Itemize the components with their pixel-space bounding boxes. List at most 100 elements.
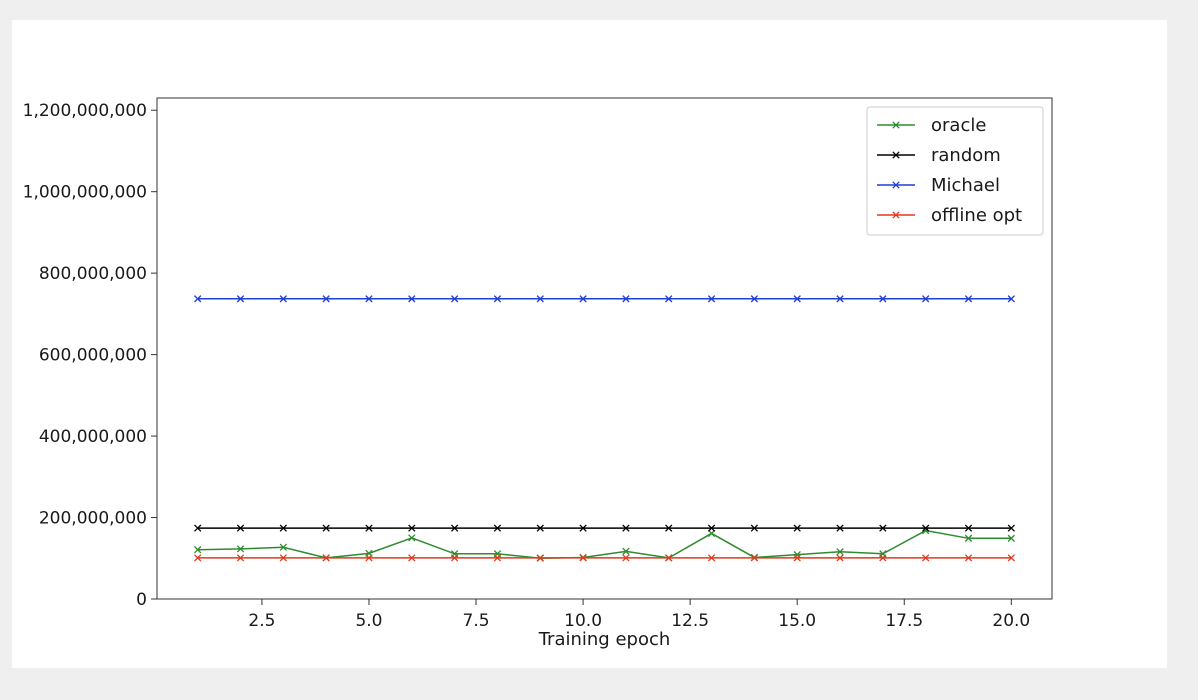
figure-card: 0 200,000,000 400,000,000 600,000,000 800,00…: [12, 20, 1167, 668]
data-point-marker: [236, 554, 245, 562]
data-point-marker: [750, 554, 759, 562]
data-point-marker: [236, 295, 245, 303]
data-point-marker: [922, 295, 930, 303]
data-point-marker: [879, 554, 887, 562]
y-tick-label: 400,000,000: [39, 427, 147, 447]
y-tick-label: 0: [136, 590, 147, 610]
legend-item: random: [877, 145, 1001, 166]
legend-label: offline opt: [931, 205, 1022, 226]
x-tick-label: 7.5: [463, 611, 490, 631]
data-point-marker: [836, 524, 844, 532]
legend-marker: [892, 121, 900, 129]
x-tick-label: 20.0: [992, 611, 1030, 631]
legend: oracle random Michael offline opt: [866, 106, 1044, 236]
data-point-marker: [279, 295, 287, 303]
data-point-marker: [922, 524, 930, 532]
data-point-marker: [194, 546, 202, 554]
data-point-marker: [665, 554, 673, 562]
data-point-marker: [579, 524, 587, 532]
data-point-marker: [707, 295, 716, 303]
x-tick-label: 17.5: [885, 611, 923, 631]
data-point-marker: [665, 524, 673, 532]
data-point-marker: [493, 295, 502, 303]
data-point-marker: [922, 554, 930, 562]
y-tick-label: 1,200,000,000: [23, 101, 147, 121]
data-point-marker: [450, 524, 459, 532]
data-point-marker: [279, 524, 287, 532]
y-tick-label: 200,000,000: [39, 509, 147, 529]
data-point-marker: [536, 554, 544, 562]
data-point-marker: [236, 524, 245, 532]
data-point-marker: [622, 524, 630, 532]
data-point-marker: [793, 295, 801, 303]
data-point-marker: [665, 295, 673, 303]
series-offline-opt: [194, 554, 1015, 562]
legend-label: random: [931, 145, 1001, 166]
data-point-marker: [579, 295, 587, 303]
data-point-marker: [836, 554, 844, 562]
x-axis: 2.5 5.0 7.5 10.0 12.5 15.0 17.5 20.0: [248, 599, 1030, 631]
data-point-marker: [750, 295, 759, 303]
x-tick-label: 15.0: [778, 611, 816, 631]
data-point-marker: [194, 554, 202, 562]
x-tick-label: 10.0: [564, 611, 602, 631]
y-tick-label: 1,000,000,000: [23, 183, 147, 203]
data-point-marker: [964, 295, 973, 303]
data-point-marker: [836, 548, 844, 556]
data-point-marker: [322, 554, 330, 562]
data-point-marker: [493, 554, 502, 562]
series-random: [194, 524, 1015, 532]
data-point-marker: [1007, 554, 1015, 562]
data-point-marker: [1007, 295, 1015, 303]
y-tick-label: 800,000,000: [39, 264, 147, 284]
data-point-marker: [408, 295, 416, 303]
data-point-marker: [622, 547, 630, 556]
data-point-marker: [450, 295, 459, 303]
data-point-marker: [408, 534, 416, 542]
data-point-marker: [194, 295, 202, 303]
legend-marker: [892, 151, 900, 159]
x-tick-label: 5.0: [355, 611, 382, 631]
x-tick-label: 12.5: [671, 611, 709, 631]
data-point-marker: [408, 524, 416, 532]
data-point-marker: [322, 295, 330, 303]
y-axis: 0 200,000,000 400,000,000 600,000,000 800,00…: [23, 101, 157, 610]
line-chart: 0 200,000,000 400,000,000 600,000,000 800,00…: [23, 97, 1053, 650]
data-point-marker: [279, 543, 287, 551]
data-point-marker: [964, 534, 973, 542]
data-point-marker: [793, 550, 801, 559]
data-point-marker: [879, 295, 887, 303]
data-point-marker: [964, 524, 973, 532]
data-point-marker: [579, 554, 587, 562]
legend-box: [866, 106, 1044, 236]
data-point-marker: [793, 554, 801, 562]
data-point-marker: [622, 295, 630, 303]
data-point-marker: [622, 554, 630, 562]
x-tick-label: 2.5: [248, 611, 275, 631]
series-oracle: [194, 526, 1015, 562]
data-point-marker: [365, 524, 373, 532]
data-point-marker: [322, 524, 330, 532]
data-point-marker: [493, 524, 502, 532]
legend-item: offline opt: [877, 205, 1022, 226]
legend-label: Michael: [931, 175, 1000, 196]
data-point-marker: [879, 524, 887, 532]
data-point-marker: [194, 524, 202, 532]
data-point-marker: [793, 524, 801, 532]
series-layer: [194, 295, 1015, 562]
data-point-marker: [707, 524, 716, 532]
legend-item: oracle: [877, 115, 986, 136]
data-point-marker: [707, 529, 716, 538]
x-axis-title: Training epoch: [538, 629, 671, 650]
data-point-marker: [1007, 534, 1015, 542]
data-point-marker: [408, 554, 416, 562]
series-line: [197, 529, 1012, 560]
y-tick-label: 600,000,000: [39, 346, 147, 366]
series-michael: [194, 295, 1015, 303]
legend-label: oracle: [931, 115, 986, 136]
data-point-marker: [707, 554, 716, 562]
data-point-marker: [836, 295, 844, 303]
data-point-marker: [365, 295, 373, 303]
plot-frame: [156, 97, 1053, 600]
data-point-marker: [536, 295, 544, 303]
